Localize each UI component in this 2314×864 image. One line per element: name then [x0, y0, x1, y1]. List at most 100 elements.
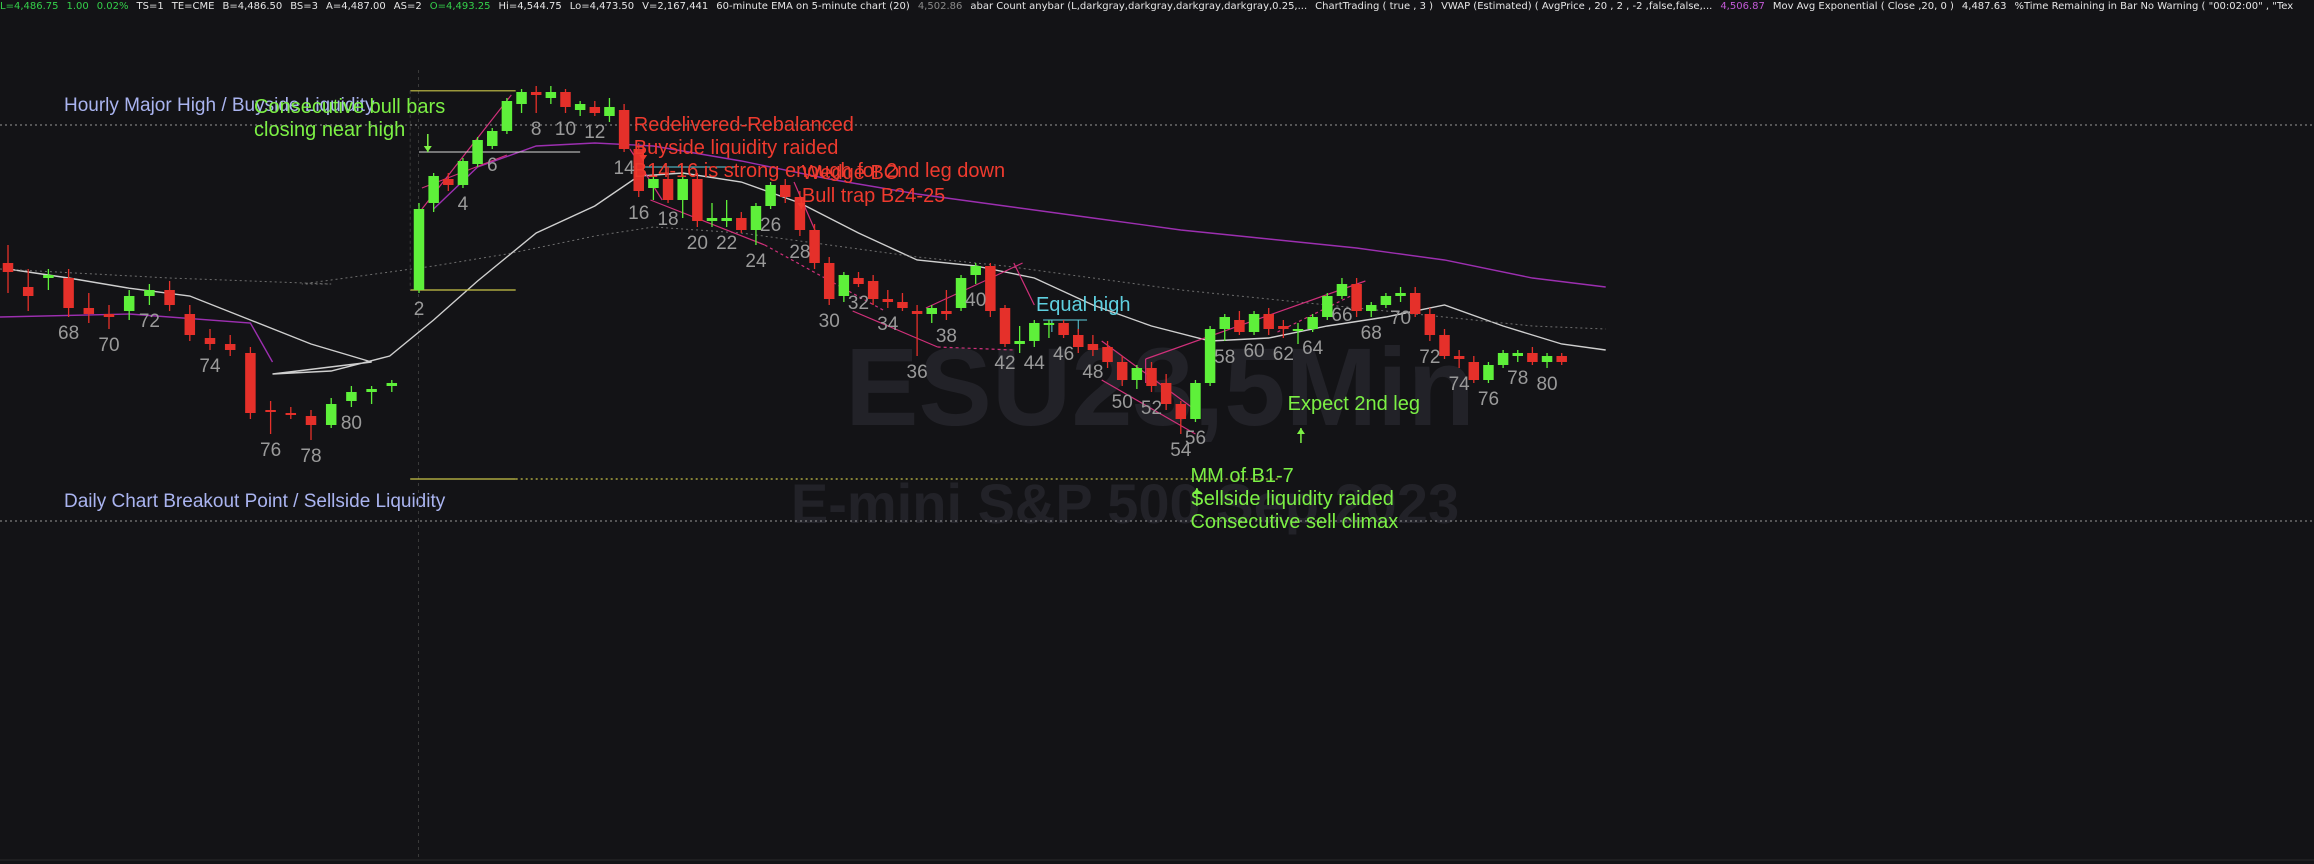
bar-count-label: 34	[877, 314, 899, 335]
candle-body	[867, 281, 879, 299]
candle-body	[1497, 353, 1509, 365]
candle-body	[706, 218, 718, 221]
bar-count-label: 44	[1024, 353, 1046, 374]
annotation-arrow-head	[1296, 428, 1305, 434]
candle-body	[750, 206, 762, 230]
bar-count-label: 74	[199, 356, 221, 377]
bar-count-label: 62	[1273, 344, 1294, 365]
candle-body	[1058, 323, 1069, 335]
bar-count-label: 70	[98, 335, 119, 356]
candle-body	[721, 218, 732, 221]
candle-body	[1439, 335, 1450, 356]
bar-count-label: 74	[1449, 374, 1471, 395]
bar-count-label: 38	[936, 326, 957, 347]
candle-body	[63, 278, 74, 308]
candle-body	[443, 179, 454, 185]
candle-body	[589, 107, 601, 113]
annotation-arrow-head	[423, 146, 432, 152]
candle-body	[1146, 368, 1157, 386]
candle-body	[144, 290, 155, 296]
vwap-line	[433, 142, 1606, 288]
annotation-arrow-head	[797, 203, 806, 209]
candle-body	[224, 344, 236, 350]
candle-body	[204, 338, 216, 344]
candle-body	[164, 290, 175, 305]
candle-body	[1029, 323, 1040, 341]
candle-body	[692, 179, 703, 221]
candle-body	[823, 263, 835, 299]
annotation-text: Bull trap B24-25	[802, 185, 945, 207]
bar-count-label: 78	[300, 446, 321, 467]
bar-count-label: 52	[1141, 398, 1162, 419]
candle-body	[487, 131, 498, 146]
candle-body	[43, 275, 54, 278]
candle-body	[1409, 293, 1421, 314]
bar-count-label: 4	[458, 194, 469, 215]
status-bar-item: 1.00	[66, 1, 89, 12]
status-bar-item: abar Count anybar (L,darkgray,darkgray,d…	[970, 1, 1308, 12]
candle-body	[780, 185, 791, 197]
candle-body	[853, 278, 864, 284]
bar-count-label: 16	[628, 203, 649, 224]
annotation-text: Equal high	[1036, 294, 1131, 316]
candle-body	[1014, 341, 1025, 344]
candle-body	[1043, 323, 1055, 325]
bar-count-label: 70	[1390, 308, 1411, 329]
bar-count-label: 24	[745, 251, 767, 272]
candle-body	[2, 263, 14, 272]
candle-body	[662, 179, 674, 200]
bar-count-label: 36	[907, 362, 928, 383]
bar-count-label: 68	[1361, 323, 1382, 344]
candle-body	[604, 107, 615, 116]
status-bar-item: 4,487.63	[1961, 1, 2007, 12]
bar-count-label: 68	[58, 323, 79, 344]
status-bar-item: Mov Avg Exponential ( Close ,20, 0 )	[1772, 1, 1954, 12]
watermark: ESU23,5Min E-mini S&P 500 Sep 2023	[791, 326, 1475, 535]
candle-body	[1190, 383, 1201, 419]
candle-body	[1307, 317, 1318, 329]
candle-body	[633, 149, 644, 191]
candle-body	[413, 209, 425, 290]
status-bar-item: TE=CME	[171, 1, 215, 12]
annotation-text: Consecutive bull bars	[254, 96, 445, 118]
candle-body	[305, 416, 317, 425]
candle-body	[366, 389, 377, 392]
liquidity-levels: Hourly Major High / Buyside Liquidity Dai…	[0, 70, 2314, 860]
candle-body	[926, 308, 937, 314]
candle-body	[1541, 356, 1553, 362]
candle-body	[285, 413, 297, 415]
bar-count-label: 26	[760, 215, 781, 236]
candle-body	[1336, 284, 1348, 296]
candle-body	[22, 287, 34, 296]
candle-body	[765, 185, 776, 206]
candle-body	[941, 311, 952, 314]
status-bar-item: B=4,486.50	[222, 1, 283, 12]
candle-body	[882, 299, 894, 302]
status-bar-item: V=2,167,441	[642, 1, 709, 12]
candle-body	[123, 296, 135, 311]
indicator-status-bar: L=4,486.75 1.00 0.02% TS=1 TE=CME B=4,486.50 B…	[0, 0, 2314, 14]
bar-count-label: 54	[1170, 440, 1192, 461]
bar-count-label: 64	[1302, 338, 1324, 359]
candle-body	[1380, 296, 1392, 305]
bar-count-label: 80	[1536, 374, 1557, 395]
candle-body	[1483, 365, 1494, 380]
candle-body	[970, 266, 981, 275]
candle-body	[1366, 305, 1377, 311]
status-bar-item: BS=3	[290, 1, 319, 12]
annotation-text: Redelivered-Rebalanced	[634, 114, 854, 136]
annotation-text: Consecutive sell climax	[1190, 511, 1398, 533]
bar-count-label: 40	[965, 290, 986, 311]
candle-body	[897, 302, 908, 308]
candle-body	[501, 101, 513, 131]
candle-body	[265, 410, 276, 412]
bull-channel-dashed	[1277, 295, 1352, 333]
annotation-text: closing near high	[254, 119, 405, 141]
bar-count-label: 20	[687, 233, 708, 254]
candle-body	[1116, 362, 1128, 380]
bar-count-label: 46	[1053, 344, 1074, 365]
